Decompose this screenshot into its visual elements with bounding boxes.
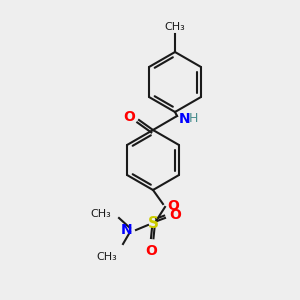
Text: O: O xyxy=(123,110,135,124)
Text: CH₃: CH₃ xyxy=(96,252,117,262)
Text: O: O xyxy=(167,199,179,213)
Text: CH₃: CH₃ xyxy=(165,22,185,32)
Text: CH₃: CH₃ xyxy=(90,209,111,219)
Text: S: S xyxy=(148,217,158,232)
Text: O: O xyxy=(169,208,181,222)
Text: N: N xyxy=(179,112,190,126)
Text: N: N xyxy=(120,223,132,237)
Text: O: O xyxy=(145,244,157,258)
Text: H: H xyxy=(189,112,198,125)
